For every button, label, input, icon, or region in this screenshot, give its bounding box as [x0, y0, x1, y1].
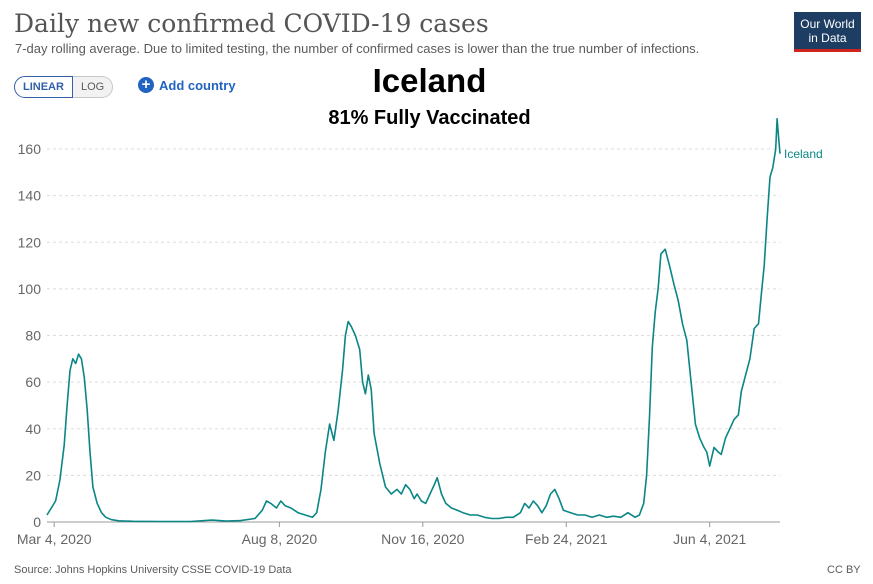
y-tick-label: 120	[18, 234, 42, 250]
x-tick-label: Nov 16, 2020	[381, 531, 464, 547]
source-note[interactable]: Source: Johns Hopkins University CSSE CO…	[14, 564, 292, 576]
series-line-iceland	[46, 117, 781, 523]
y-tick-label: 140	[18, 188, 42, 204]
add-country-label: Add country	[159, 77, 236, 93]
y-tick-label: 60	[25, 374, 41, 390]
y-tick-label: 0	[33, 514, 41, 530]
add-country-button[interactable]: + Add country	[138, 77, 236, 93]
chart-subtitle: 7-day rolling average. Due to limited te…	[15, 41, 700, 56]
y-tick-label: 20	[25, 467, 41, 483]
y-tick-label: 160	[18, 141, 42, 157]
vaccination-overlay-text: 81% Fully Vaccinated	[328, 107, 531, 129]
x-tick-label: Aug 8, 2020	[242, 531, 318, 547]
y-tick-label: 100	[18, 281, 42, 297]
x-tick-label: Jun 4, 2021	[673, 531, 746, 547]
linear-scale-button[interactable]: LINEAR	[14, 76, 73, 98]
logo-line-2: in Data	[808, 31, 847, 45]
owid-logo[interactable]: Our World in Data	[794, 12, 861, 52]
log-scale-button[interactable]: LOG	[72, 76, 114, 98]
scale-toggle: LINEAR LOG	[14, 76, 114, 98]
x-tick-label: Mar 4, 2020	[17, 531, 92, 547]
y-tick-label: 80	[25, 328, 41, 344]
chart-title: Daily new confirmed COVID-19 cases	[14, 9, 489, 38]
plus-circle-icon: +	[138, 77, 154, 93]
logo-line-1: Our World	[800, 17, 855, 31]
series-label-iceland: Iceland	[784, 147, 823, 161]
country-overlay-text: Iceland	[372, 62, 487, 99]
vaccination-overlay: 81% Fully Vaccinated	[0, 107, 873, 130]
license-link[interactable]: CC BY	[827, 564, 861, 576]
x-tick-label: Feb 24, 2021	[525, 531, 608, 547]
country-overlay-title: Iceland	[0, 62, 873, 100]
y-tick-label: 40	[25, 421, 41, 437]
